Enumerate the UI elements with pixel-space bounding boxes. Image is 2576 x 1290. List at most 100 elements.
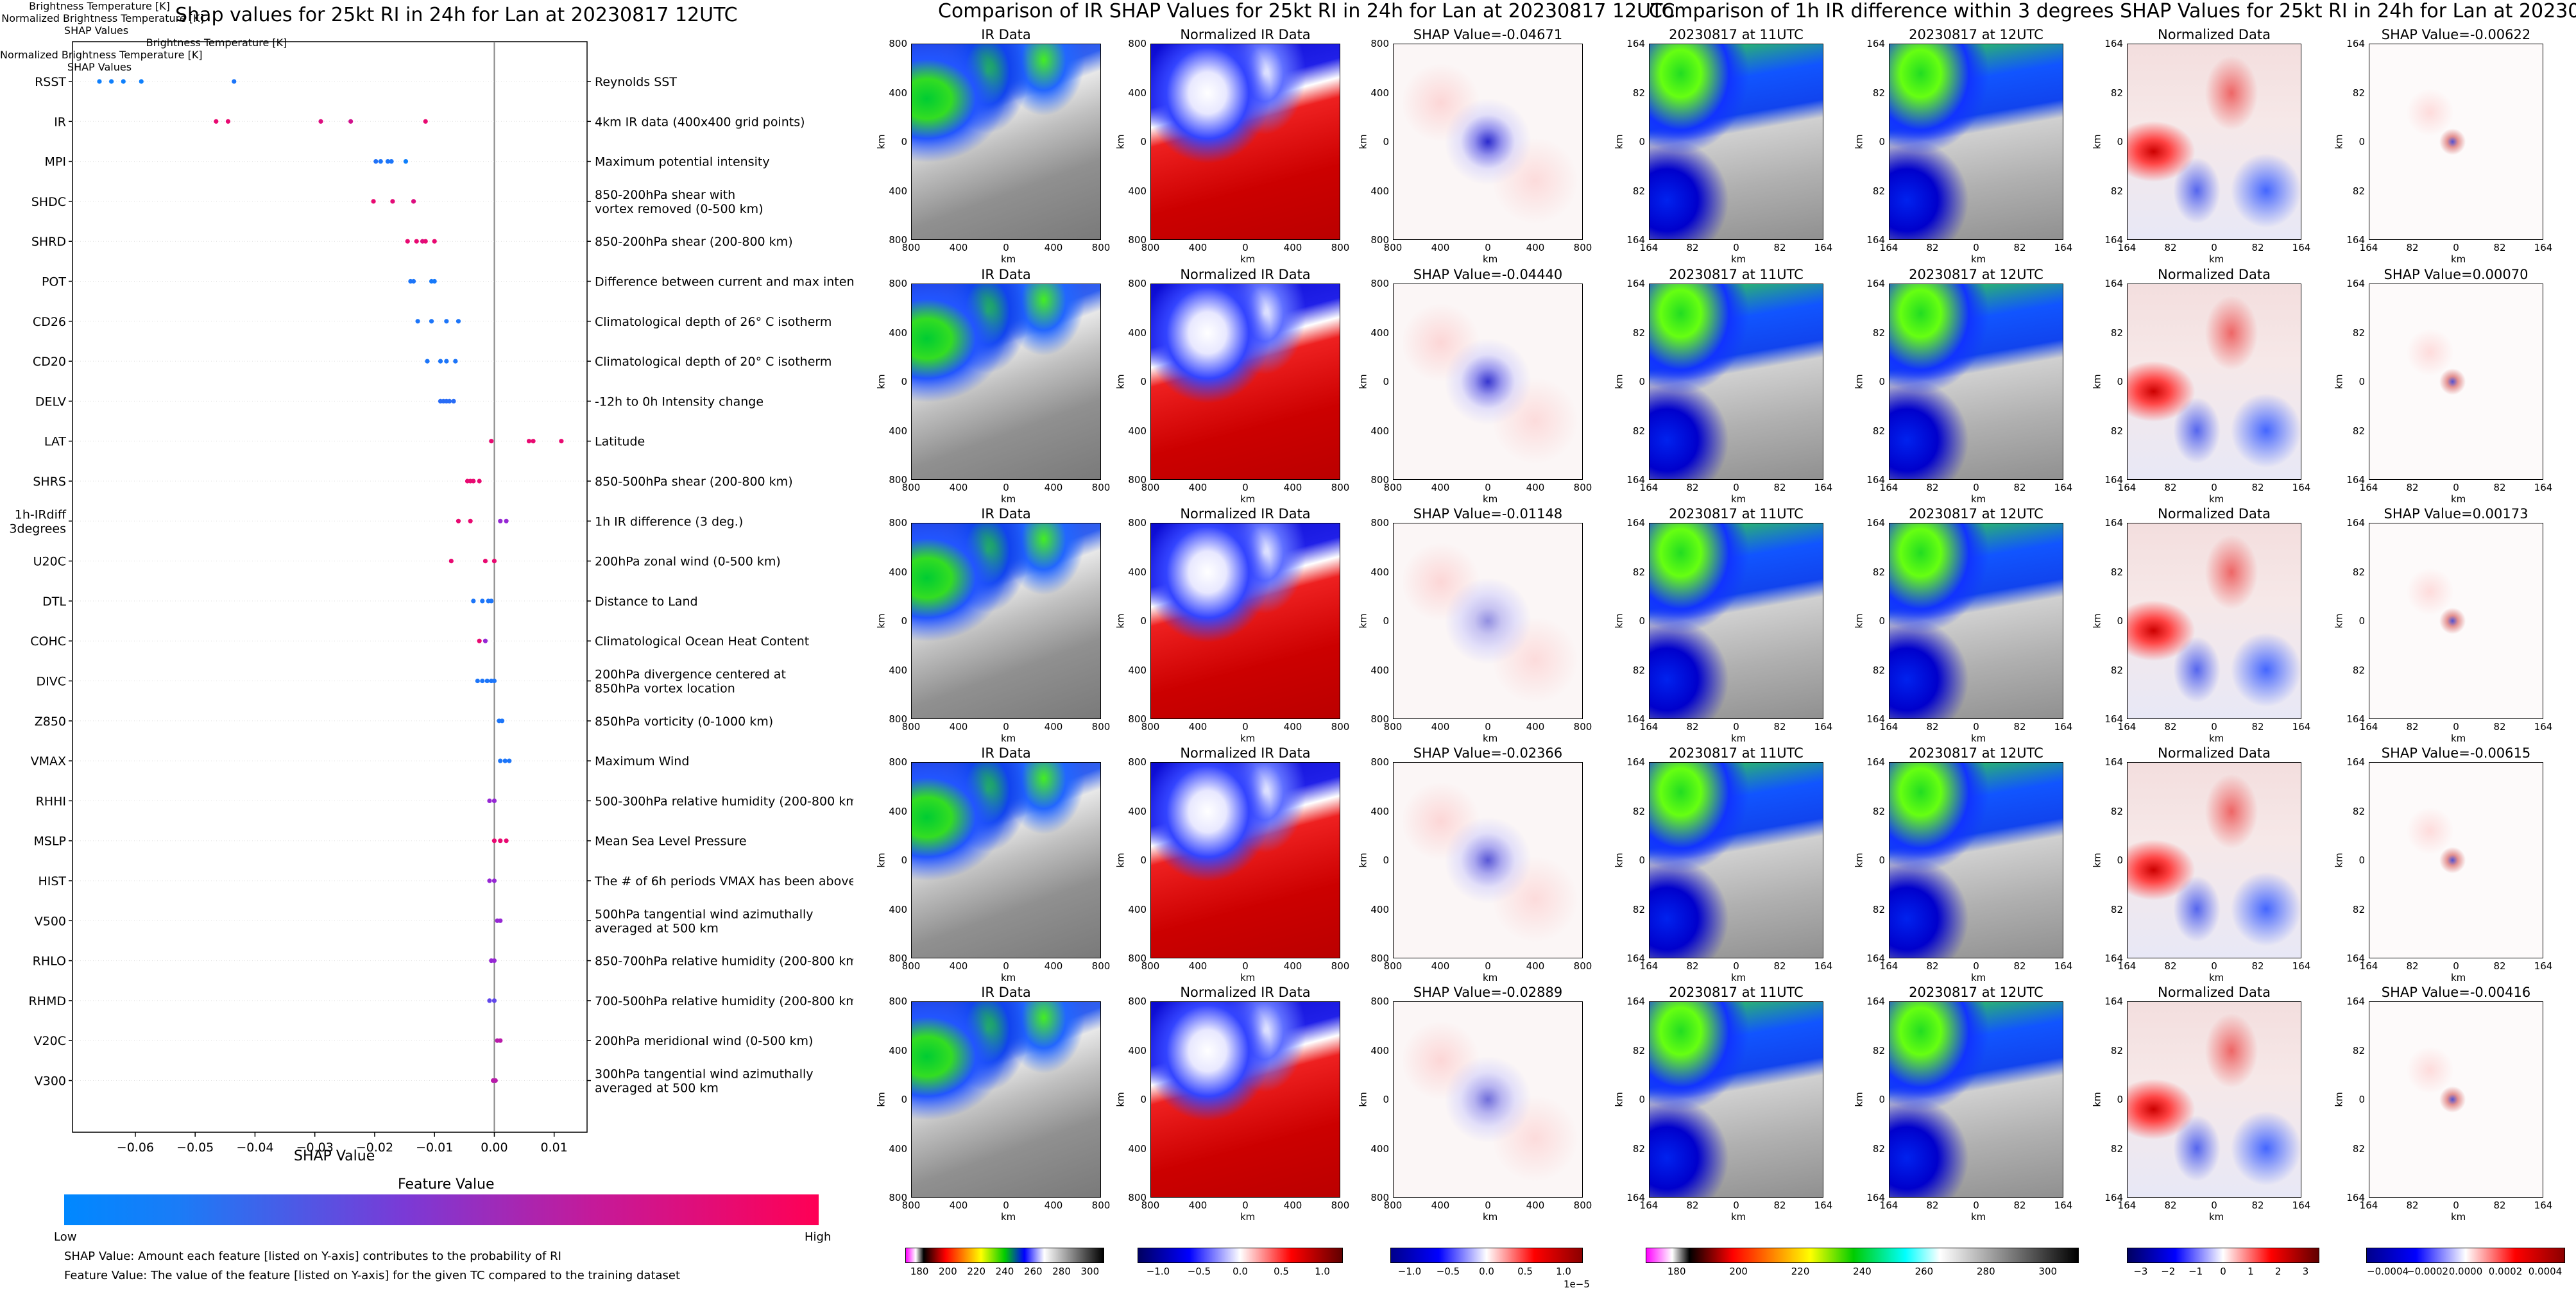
y-tick-label: 82 <box>2352 566 2365 578</box>
x-tick-label: 800 <box>1141 1200 1160 1211</box>
x-tick-label: 400 <box>1283 721 1302 733</box>
colorbar-label: Brightness Temperature [K] <box>29 0 170 12</box>
colorbar-label: Normalized Brightness Temperature [K] <box>1 12 204 24</box>
x-axis-km-label: km <box>2209 1211 2224 1223</box>
image-panel <box>1649 284 1823 480</box>
shap-point <box>423 119 428 124</box>
y-axis-km-label: km <box>2333 613 2345 629</box>
x-tick-label: 800 <box>1091 960 1111 972</box>
y-tick-label: 400 <box>889 425 907 437</box>
image-panel <box>1649 1001 1823 1198</box>
y-tick-label: 400 <box>889 903 907 915</box>
feature-description: 4km IR data (400x400 grid points) <box>595 115 805 129</box>
y-tick-label: 164 <box>1626 1192 1645 1203</box>
x-tick-label: 164 <box>2117 1200 2137 1211</box>
y-tick-label: 0 <box>1639 615 1645 627</box>
y-tick-label: 0 <box>2358 615 2365 627</box>
feature-description: Mean Sea Level Pressure <box>595 835 747 849</box>
x-axis-km-label: km <box>1971 493 1986 505</box>
feature-label: VMAX <box>31 754 66 768</box>
y-tick-label: 164 <box>1626 756 1645 768</box>
panel-title: Normalized IR Data <box>1180 27 1311 42</box>
colorbar <box>1390 1248 1583 1263</box>
y-tick-label: 164 <box>2346 278 2365 289</box>
y-tick-label: 400 <box>1128 185 1147 197</box>
feature-description: -12h to 0h Intensity change <box>595 395 763 409</box>
x-axis-km-label: km <box>1240 1211 1256 1223</box>
shap-point <box>487 998 492 1003</box>
x-tick-label: 0 <box>2211 1200 2217 1211</box>
shap-point <box>499 718 505 724</box>
colorbar-high-label: High <box>805 1230 832 1244</box>
x-tick-label: 0.01 <box>541 1141 568 1155</box>
image-panel <box>1889 523 2063 719</box>
shap-point <box>493 1078 498 1083</box>
x-tick-label: 82 <box>2251 721 2264 733</box>
y-tick-label: 800 <box>1128 234 1147 246</box>
shap-point <box>491 998 497 1003</box>
x-tick-label: 164 <box>2117 960 2137 972</box>
panel-title: IR Data <box>981 985 1031 1000</box>
feature-description: 1h IR difference (3 deg.) <box>595 514 743 529</box>
x-tick-label: 800 <box>901 242 921 253</box>
panel-title: SHAP Value=0.00173 <box>2384 506 2529 522</box>
y-axis-km-label: km <box>875 613 887 629</box>
shap-point <box>507 758 512 763</box>
shap-point <box>109 79 114 84</box>
colorbar-tick-label: 1 <box>2248 1266 2254 1277</box>
y-tick-label: 164 <box>1866 756 1885 768</box>
x-axis-km-label: km <box>2451 493 2466 505</box>
y-tick-label: 82 <box>1632 1142 1645 1155</box>
y-tick-label: 0 <box>901 1094 907 1105</box>
feature-description: averaged at 500 km <box>595 1082 719 1096</box>
x-tick-label: 0 <box>1485 1200 1491 1211</box>
colorbar-tick-label: −1.0 <box>1146 1266 1170 1277</box>
x-axis-km-label: km <box>1483 972 1498 983</box>
shap-point <box>121 79 126 84</box>
y-axis-km-label: km <box>2091 374 2103 389</box>
x-axis-km-label: km <box>2451 972 2466 983</box>
y-axis-km-label: km <box>875 134 887 149</box>
feature-label: MSLP <box>34 835 67 849</box>
colorbar-tick-label: 280 <box>1977 1266 1995 1277</box>
shap-point <box>214 119 219 124</box>
shap-point <box>411 199 416 204</box>
y-axis-km-label: km <box>1114 134 1127 149</box>
shap-point <box>487 878 492 883</box>
y-axis-km-label: km <box>1114 1092 1127 1107</box>
feature-label: HIST <box>38 874 66 888</box>
feature-label: V300 <box>35 1074 66 1089</box>
image-panel <box>1150 44 1340 240</box>
x-tick-label: 0 <box>1733 242 1739 253</box>
colorbar-tick-label: 0.0 <box>1479 1266 1494 1277</box>
y-tick-label: 82 <box>2110 805 2123 817</box>
x-tick-label: 400 <box>949 721 968 733</box>
shap-point <box>232 79 237 84</box>
x-tick-label: 800 <box>1141 242 1160 253</box>
colorbar-tick-label: 0.0 <box>1233 1266 1248 1277</box>
x-tick-label: 800 <box>1091 1200 1111 1211</box>
feature-label: 1h-IRdiff <box>15 507 67 522</box>
image-panel <box>2369 1001 2543 1198</box>
feature-description: Reynolds SST <box>595 75 677 89</box>
y-tick-label: 0 <box>2117 1094 2123 1105</box>
x-tick-label: 0 <box>1003 721 1009 733</box>
shap-point <box>415 319 420 324</box>
y-axis-km-label: km <box>1853 134 1865 149</box>
x-tick-label: 800 <box>1383 721 1403 733</box>
y-tick-label: 164 <box>1866 1192 1885 1203</box>
panel-title: 20230817 at 12UTC <box>1909 267 2043 282</box>
image-panel <box>911 523 1101 719</box>
shap-point <box>498 838 503 844</box>
y-tick-label: 164 <box>2104 474 2123 486</box>
y-tick-label: 164 <box>2346 953 2365 964</box>
x-tick-label: 0 <box>1242 1200 1249 1211</box>
y-axis-km-label: km <box>1613 134 1625 149</box>
x-axis-km-label: km <box>1240 253 1256 265</box>
x-tick-label: 0 <box>1003 960 1009 972</box>
y-tick-label: 0 <box>1879 615 1885 627</box>
y-tick-label: 164 <box>1866 996 1885 1007</box>
shap-point <box>432 239 437 244</box>
x-tick-label: 400 <box>1431 960 1450 972</box>
panel-title: Normalized Data <box>2158 506 2271 522</box>
